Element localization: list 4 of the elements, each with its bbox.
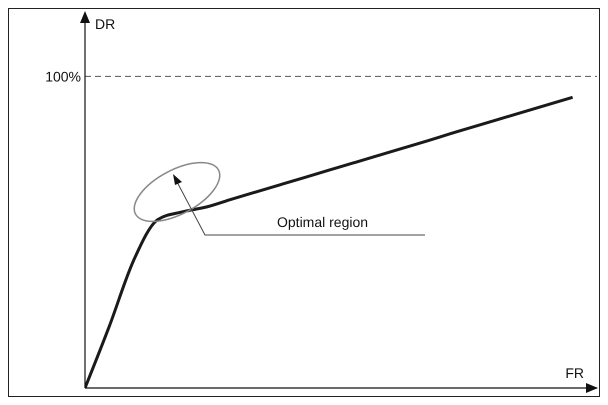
annotation: Optimal region xyxy=(277,214,368,230)
y-axis-title: DR xyxy=(95,16,116,32)
text: 100% xyxy=(45,68,81,84)
x-axis-title: FR xyxy=(565,365,584,381)
